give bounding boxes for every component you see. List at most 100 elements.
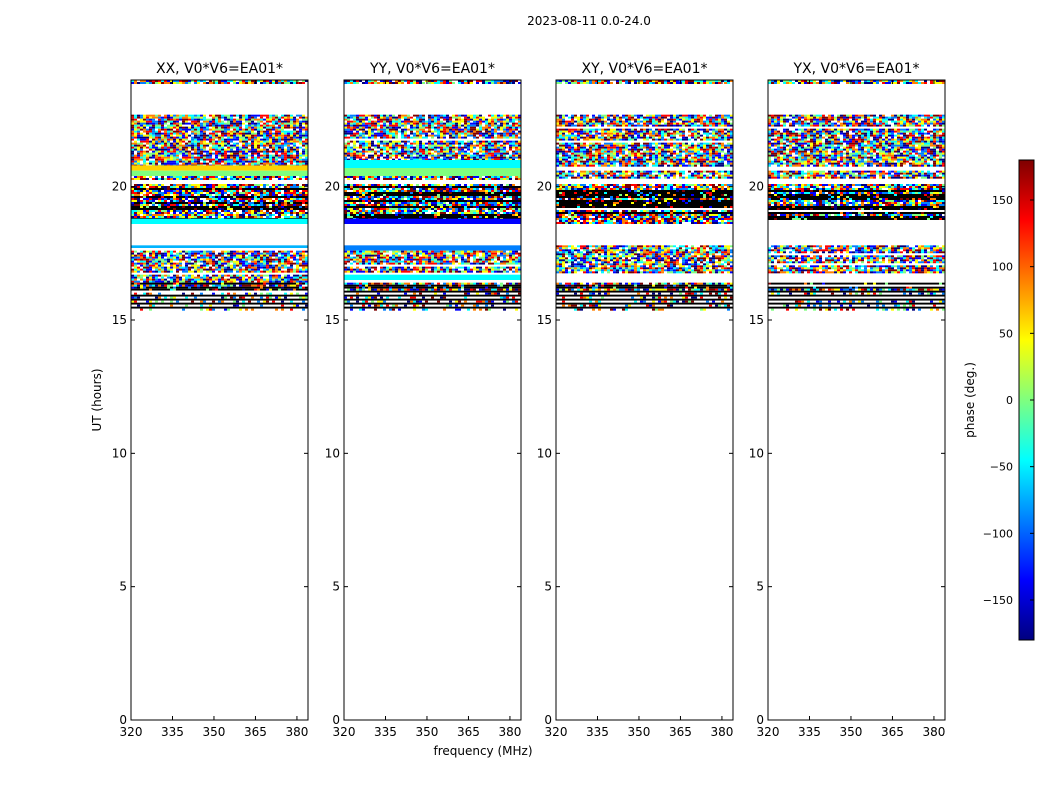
colorbar-tick-label: −50 [990, 461, 1013, 474]
phase-band [768, 114, 945, 167]
y-tick-label: 20 [749, 180, 764, 194]
x-tick-label: 350 [840, 725, 863, 739]
phase-band [131, 176, 308, 180]
y-tick-label: 5 [332, 580, 340, 594]
y-tick-label: 0 [119, 713, 127, 727]
x-tick-label: 350 [416, 725, 439, 739]
x-tick-label: 320 [757, 725, 780, 739]
phase-band [131, 250, 308, 273]
phase-band [556, 290, 733, 311]
phase-band [768, 170, 945, 179]
y-tick-label: 0 [756, 713, 764, 727]
phase-band [344, 80, 521, 84]
phase-band [131, 80, 308, 84]
plot-frame [767, 79, 946, 721]
phase-band [556, 184, 733, 224]
y-tick-label: 15 [325, 313, 340, 327]
phase-band [131, 245, 308, 248]
phase-band [344, 184, 521, 220]
x-tick-label: 335 [798, 725, 821, 739]
colorbar-label: phase (deg.) [963, 362, 977, 438]
y-tick-label: 0 [544, 713, 552, 727]
phase-band [344, 245, 521, 251]
y-tick-label: 15 [112, 313, 127, 327]
y-tick-label: 10 [537, 446, 552, 460]
x-tick-label: 365 [881, 725, 904, 739]
panel-title: XY, V0*V6=EA01* [582, 61, 708, 77]
x-tick-label: 365 [457, 725, 480, 739]
x-tick-label: 320 [333, 725, 356, 739]
x-tick-label: 335 [374, 725, 397, 739]
figure-title: 2023-08-11 0.0-24.0 [527, 14, 651, 28]
colorbar-tick-label: 50 [999, 327, 1013, 340]
phase-band [344, 114, 521, 161]
phase-band [344, 168, 521, 176]
phase-band [556, 245, 733, 274]
y-axis-label: UT (hours) [90, 368, 104, 431]
phase-band [131, 114, 308, 167]
phase-band [768, 290, 945, 311]
x-tick-label: 335 [586, 725, 609, 739]
x-tick-label: 365 [244, 725, 267, 739]
y-tick-label: 20 [112, 180, 127, 194]
colorbar-tick-label: 100 [992, 261, 1013, 274]
colorbar: −150 −100 −50 0 50 100 150 [983, 159, 1035, 641]
panel-title: XX, V0*V6=EA01* [156, 61, 283, 77]
phase-band [131, 170, 308, 176]
phase-band [131, 184, 308, 220]
phase-band [768, 184, 945, 220]
phase-band [556, 114, 733, 167]
x-tick-label: 365 [669, 725, 692, 739]
x-tick-label: 320 [120, 725, 143, 739]
x-tick-label: 335 [161, 725, 184, 739]
panel-1: XX, V0*V6=EA01* 320 335 350 365 380 0 5 10 15 20 [112, 61, 309, 739]
colorbar-tick-label: −150 [983, 594, 1013, 607]
panel-title: YY, V0*V6=EA01* [369, 61, 495, 77]
phase-band [344, 290, 521, 311]
phase-band [344, 218, 521, 224]
x-tick-label: 350 [628, 725, 651, 739]
phase-band [131, 282, 308, 291]
y-tick-label: 10 [749, 446, 764, 460]
phase-band [556, 80, 733, 84]
phase-band [131, 290, 308, 311]
x-tick-label: 350 [203, 725, 226, 739]
panel-4: YX, V0*V6=EA01* 320 335 350 365 380 0 5 10 15 20 [749, 61, 946, 739]
x-tick-label: 380 [710, 725, 733, 739]
y-tick-label: 20 [325, 180, 340, 194]
x-axis-label: frequency (MHz) [433, 744, 532, 758]
y-tick-label: 10 [325, 446, 340, 460]
panel-title: YX, V0*V6=EA01* [793, 61, 920, 77]
plot-frame [343, 79, 522, 721]
phase-band [344, 282, 521, 291]
y-tick-label: 10 [112, 446, 127, 460]
colorbar-tick-label: 0 [1006, 394, 1013, 407]
phase-band [131, 165, 308, 171]
plot-frame [555, 79, 734, 721]
panel-2: YY, V0*V6=EA01* 320 335 350 365 380 0 5 10 15 20 [325, 61, 522, 739]
phase-band [768, 80, 945, 84]
phase-band [768, 245, 945, 274]
y-tick-label: 0 [332, 713, 340, 727]
phase-band [556, 282, 733, 291]
phase-band [344, 176, 521, 180]
phase-band [344, 250, 521, 273]
y-tick-label: 5 [756, 580, 764, 594]
panel-3: XY, V0*V6=EA01* 320 335 350 365 380 0 5 10 15 20 [537, 61, 734, 739]
x-tick-label: 380 [285, 725, 308, 739]
colorbar-tick-label: −100 [983, 527, 1013, 540]
phase-band [344, 274, 521, 280]
phase-band [344, 160, 521, 168]
phase-band [131, 218, 308, 224]
y-tick-label: 20 [537, 180, 552, 194]
plot-frame [130, 79, 309, 721]
x-tick-label: 380 [498, 725, 521, 739]
y-tick-label: 15 [749, 313, 764, 327]
y-tick-label: 5 [544, 580, 552, 594]
colorbar-tick-label: 150 [992, 194, 1013, 207]
phase-band [768, 282, 945, 291]
y-tick-label: 5 [119, 580, 127, 594]
phase-band [556, 170, 733, 179]
y-tick-label: 15 [537, 313, 552, 327]
